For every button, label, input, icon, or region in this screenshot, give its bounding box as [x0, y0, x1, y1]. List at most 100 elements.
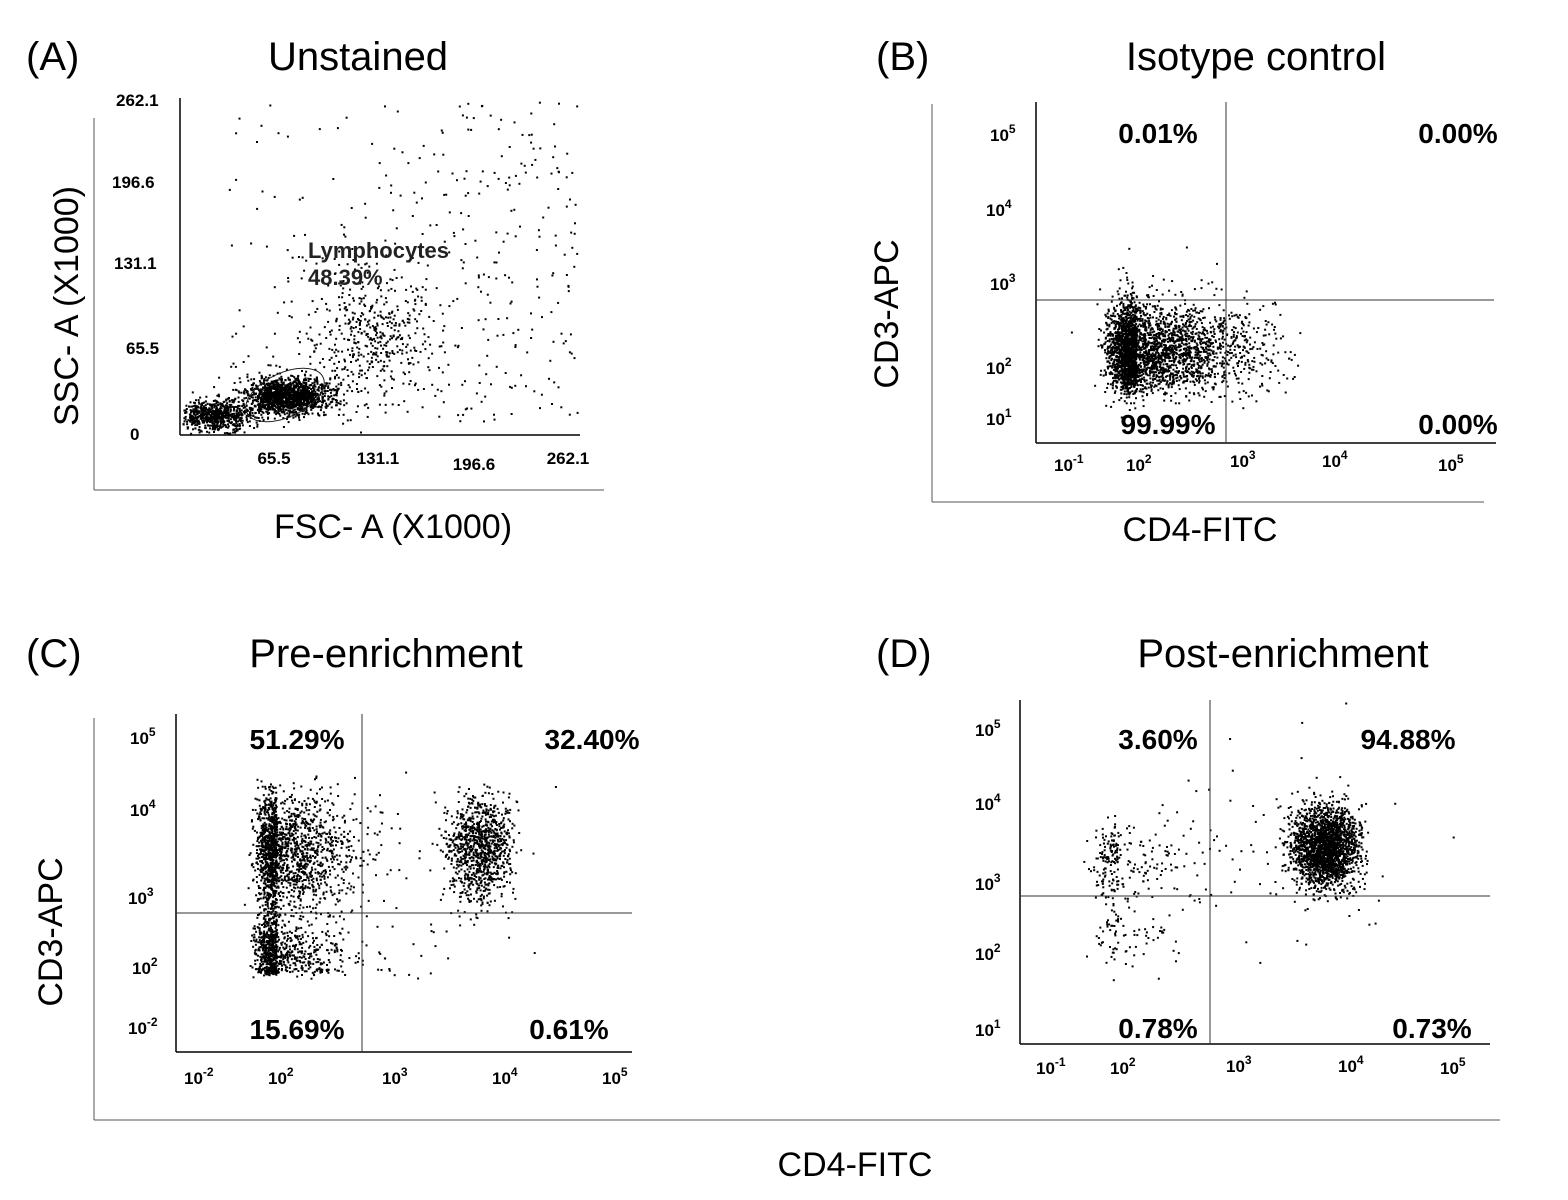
- panel-b-event-1782: [1267, 321, 1270, 324]
- panel-a-event-2545: [327, 386, 330, 389]
- panel-a-event-2045: [236, 429, 239, 432]
- panel-a-event-1563: [185, 411, 188, 414]
- panel-a-event-1524: [216, 394, 219, 397]
- panel-a-event-1555: [234, 397, 237, 400]
- panel-a-event-2782: [481, 170, 484, 173]
- panel-a-event-2178: [375, 351, 378, 354]
- panel-a-event-2580: [502, 240, 505, 243]
- panel-a-event-1461: [298, 386, 301, 389]
- panel-a-event-2400: [388, 320, 391, 323]
- panel-a-event-577: [261, 406, 264, 408]
- panel-a-event-2459: [407, 358, 409, 361]
- panel-a-event-1484: [273, 394, 276, 397]
- panel-b-event-1014: [1238, 314, 1241, 317]
- panel-a-event-1243: [295, 397, 298, 400]
- panel-b-event-259: [1192, 380, 1195, 383]
- panel-b-event-899: [1144, 338, 1147, 341]
- panel-b-event-759: [1165, 383, 1168, 386]
- panel-b-event-1811: [1110, 333, 1113, 336]
- panel-a-event-693: [260, 383, 263, 386]
- panel-a-event-2971: [291, 256, 294, 259]
- panel-b-event-413: [1189, 380, 1192, 383]
- panel-b-event-569: [1097, 345, 1100, 348]
- panel-b-event-1347: [1183, 324, 1186, 327]
- panel-b-event-1933: [1124, 346, 1127, 349]
- panel-a-event-1893: [199, 429, 202, 432]
- panel-a-event-2160: [221, 403, 224, 405]
- panel-b-event-502: [1200, 322, 1203, 325]
- panel-a-event-2387: [386, 325, 389, 327]
- panel-a-lymphocyte-gate: [245, 367, 325, 423]
- panel-a-event-2848: [349, 419, 352, 422]
- panel-a-event-2566: [358, 364, 361, 367]
- panel-a-event-2533: [319, 361, 322, 364]
- panel-b-event-376: [1158, 362, 1161, 365]
- panel-b-event-1927: [1215, 362, 1218, 365]
- panel-a-event-1256: [287, 383, 290, 386]
- panel-a-event-2801: [508, 176, 511, 179]
- panel-b-event-589: [1165, 330, 1168, 333]
- panel-a-event-859: [268, 387, 270, 390]
- panel-b-event-62: [1204, 382, 1207, 385]
- panel-b-event-1735: [1159, 380, 1162, 383]
- panel-a-event-595: [258, 380, 261, 383]
- panel-a-event-1284: [299, 394, 301, 397]
- panel-a-event-669: [240, 391, 243, 394]
- panel-a-event-1305: [316, 397, 319, 400]
- panel-b-event-614: [1289, 351, 1292, 354]
- panel-a-event-2684: [391, 279, 394, 282]
- panel-a-event-963: [269, 400, 272, 403]
- panel-a-event-2513: [351, 349, 354, 352]
- panel-b-event-1646: [1154, 355, 1157, 358]
- panel-a-event-1621: [191, 405, 193, 408]
- panel-a-event-2798: [504, 274, 507, 277]
- panel-a-event-1363: [286, 402, 289, 405]
- panel-b-event-129: [1152, 295, 1155, 297]
- panel-a-event-2507: [335, 354, 338, 357]
- panel-a-event-2474: [383, 394, 386, 397]
- panel-a-event-2914: [297, 414, 300, 417]
- panel-a-event-2486: [367, 391, 370, 394]
- panel-b-event-286: [1125, 383, 1128, 385]
- panel-a-event-1000: [306, 387, 309, 390]
- panel-a-event-2063: [198, 411, 201, 414]
- panel-a-event-1279: [307, 380, 310, 382]
- panel-a-event-832: [298, 413, 301, 416]
- panel-a-event-2455: [355, 320, 358, 323]
- panel-a-event-2755: [437, 170, 440, 173]
- panel-a-event-2958: [338, 304, 341, 307]
- panel-a-event-1965: [182, 423, 185, 426]
- panel-a-event-2451: [334, 343, 336, 346]
- panel-a-event-1271: [260, 408, 263, 411]
- panel-a-event-1994: [209, 416, 212, 419]
- panel-a-event-1733: [216, 422, 219, 425]
- panel-a-event-1464: [234, 388, 237, 391]
- panel-a-event-2427: [338, 360, 340, 363]
- panel-b-event-171: [1175, 371, 1178, 374]
- panel-a-event-1863: [198, 426, 201, 428]
- panel-b-event-1609: [1191, 336, 1194, 339]
- panel-a-event-2319: [428, 315, 431, 318]
- panel-a-event-2143: [254, 411, 257, 414]
- panel-a-event-1888: [234, 425, 237, 427]
- panel-a-event-2589: [305, 332, 308, 335]
- panel-b-event-49: [1112, 314, 1115, 317]
- panel-a-event-17: [313, 402, 316, 405]
- panel-a-event-2804: [291, 390, 294, 393]
- panel-b-event-1941: [1201, 331, 1204, 334]
- panel-b-event-384: [1195, 370, 1198, 373]
- panel-a-event-2614: [390, 184, 393, 187]
- panel-a-event-933: [274, 380, 277, 382]
- panel-a-event-236: [299, 383, 301, 385]
- panel-b-event-1514: [1170, 386, 1173, 389]
- panel-a-event-2560: [379, 359, 382, 362]
- panel-a-event-2365: [327, 320, 330, 323]
- panel-a-event-2741: [486, 354, 489, 357]
- panel-a-event-886: [280, 375, 283, 378]
- panel-a-event-1266: [314, 379, 317, 382]
- panel-a-event-1490: [309, 396, 312, 399]
- panel-b-event-1972: [1162, 332, 1165, 335]
- panel-b-event-895: [1174, 318, 1177, 321]
- panel-a-event-2305: [341, 368, 344, 371]
- panel-a-event-1650: [235, 405, 237, 408]
